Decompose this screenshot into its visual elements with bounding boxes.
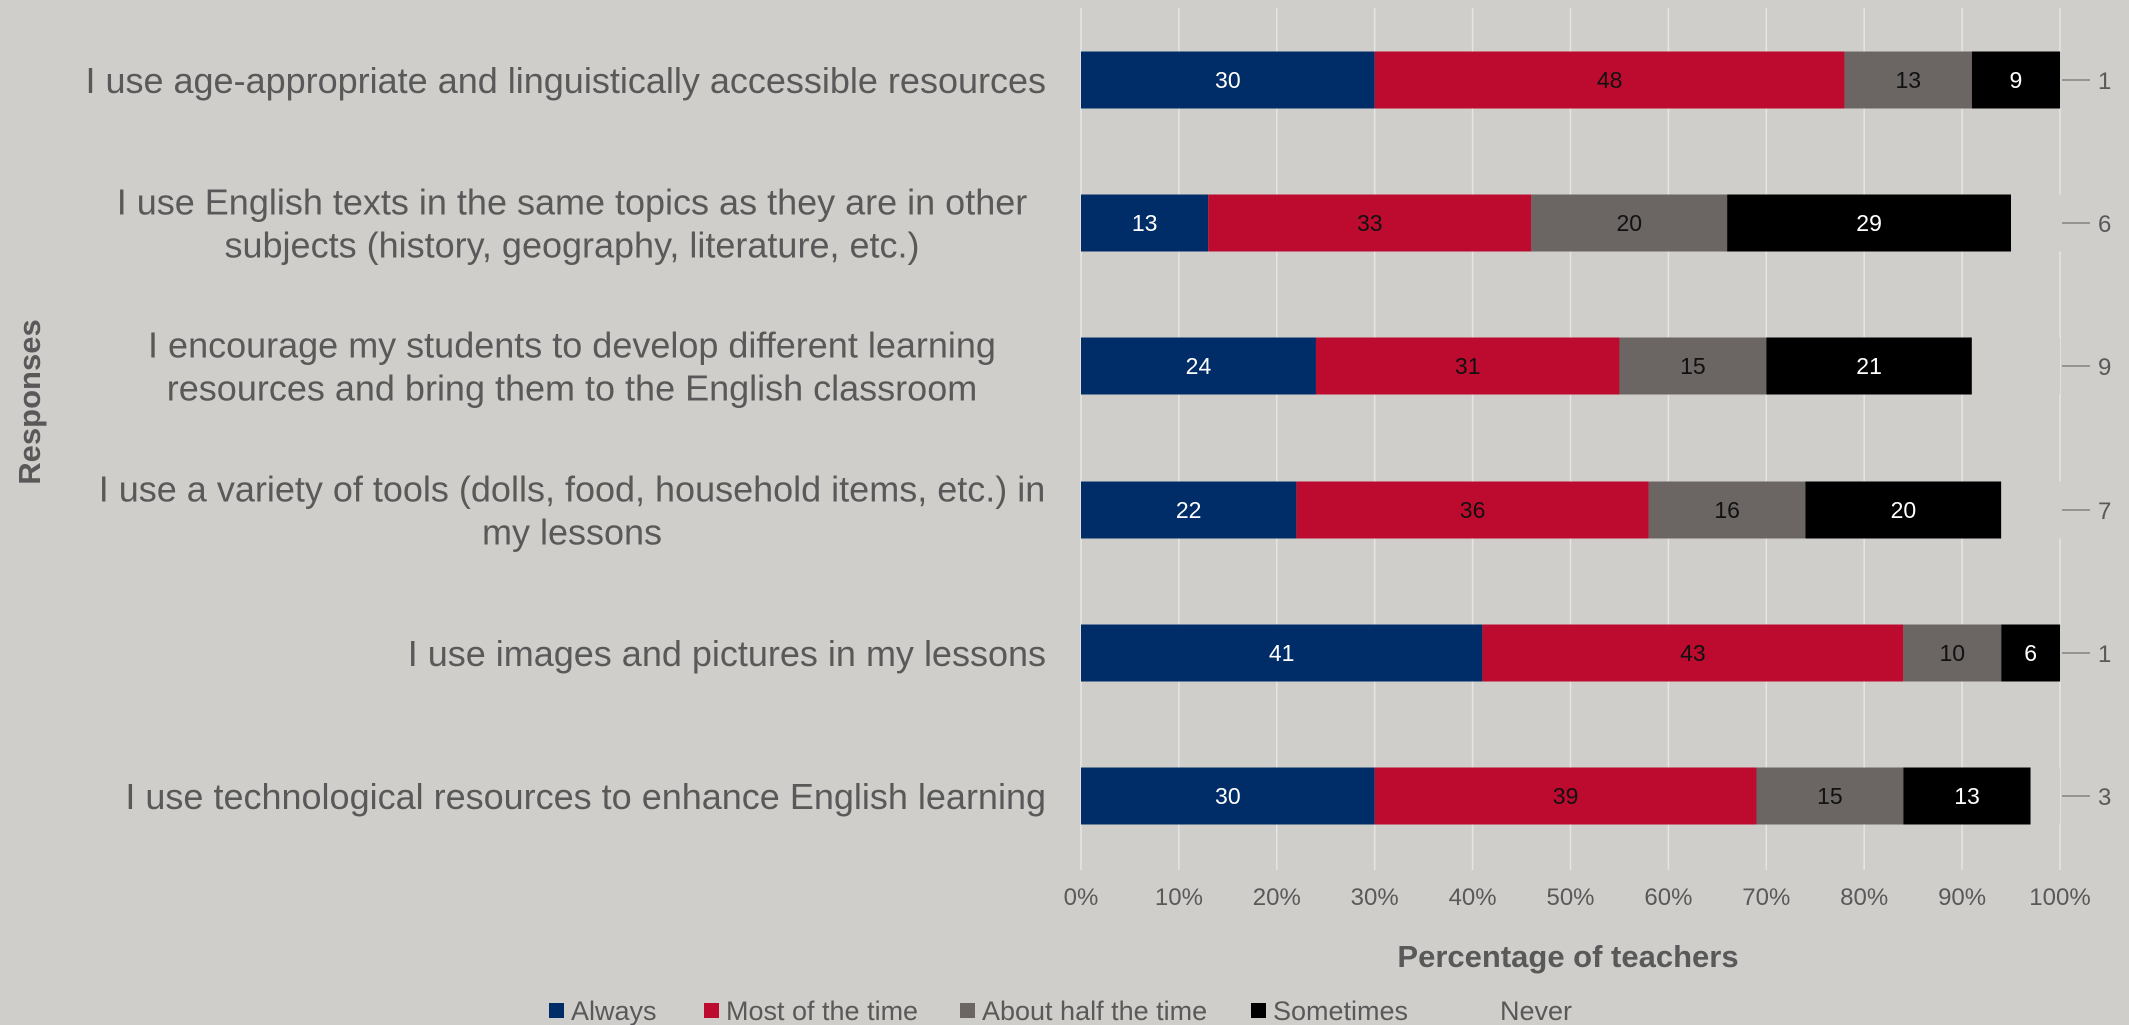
bar-segment bbox=[1971, 337, 2060, 395]
data-label: 41 bbox=[1269, 640, 1295, 666]
bar-segment bbox=[1081, 51, 1375, 109]
bar-segment bbox=[1374, 51, 1845, 109]
data-label: 15 bbox=[1817, 783, 1843, 809]
x-tick-label: 20% bbox=[1253, 884, 1301, 911]
data-label: 43 bbox=[1680, 640, 1706, 666]
bar-segment bbox=[1081, 624, 1483, 682]
bar-segment bbox=[1971, 51, 2060, 109]
data-label: 9 bbox=[2010, 67, 2023, 93]
y-axis-title: Responses bbox=[12, 319, 47, 484]
legend-label: Most of the time bbox=[726, 996, 918, 1025]
x-tick-label: 0% bbox=[1064, 884, 1099, 911]
data-label: 13 bbox=[1954, 783, 1980, 809]
category-label: I encourage my students to develop diffe… bbox=[148, 325, 996, 409]
bar-segment bbox=[1903, 624, 2002, 682]
data-label: 31 bbox=[1455, 353, 1481, 379]
category-label: I use English texts in the same topics a… bbox=[117, 182, 1027, 266]
x-tick-label: 50% bbox=[1546, 884, 1594, 911]
data-label: 29 bbox=[1856, 210, 1882, 236]
data-label: 6 bbox=[2098, 211, 2111, 238]
bar-segment bbox=[1648, 481, 1806, 539]
bar-segment bbox=[1756, 767, 1904, 825]
legend-swatch bbox=[1478, 1003, 1493, 1018]
bar-segment bbox=[1531, 194, 1728, 252]
category-label: I use age-appropriate and linguistically… bbox=[85, 60, 1046, 101]
bar-segment bbox=[1766, 337, 1972, 395]
legend-swatch bbox=[704, 1003, 719, 1018]
legend-label: Never bbox=[1500, 996, 1572, 1025]
bar-segment bbox=[1081, 337, 1316, 395]
legend-label: Always bbox=[571, 996, 657, 1025]
data-label: 20 bbox=[1891, 497, 1917, 523]
data-label: 9 bbox=[2098, 354, 2111, 381]
data-label: 13 bbox=[1895, 67, 1921, 93]
legend-label: About half the time bbox=[982, 996, 1207, 1025]
data-label: 3 bbox=[2098, 784, 2111, 811]
bar-segment bbox=[2001, 481, 2070, 539]
x-tick-label: 10% bbox=[1155, 884, 1203, 911]
bar-segment bbox=[1081, 767, 1375, 825]
x-tick-label: 30% bbox=[1351, 884, 1399, 911]
bar-segment bbox=[1482, 624, 1904, 682]
data-label: 24 bbox=[1186, 353, 1212, 379]
data-label: 1 bbox=[2098, 68, 2111, 95]
data-label: 16 bbox=[1714, 497, 1740, 523]
bar-segment bbox=[1208, 194, 1532, 252]
bar-segment bbox=[1296, 481, 1649, 539]
category-label: I use a variety of tools (dolls, food, h… bbox=[99, 469, 1045, 553]
x-tick-label: 100% bbox=[2029, 884, 2090, 911]
bar-segment bbox=[1081, 481, 1297, 539]
bar-segment bbox=[1844, 51, 1972, 109]
data-label: 48 bbox=[1597, 67, 1623, 93]
x-tick-label: 70% bbox=[1742, 884, 1790, 911]
x-tick-label: 40% bbox=[1449, 884, 1497, 911]
data-label: 30 bbox=[1215, 67, 1241, 93]
legend-swatch bbox=[549, 1003, 564, 1018]
data-label: 7 bbox=[2098, 498, 2111, 525]
data-label: 22 bbox=[1176, 497, 1202, 523]
data-label: 21 bbox=[1856, 353, 1882, 379]
data-label: 20 bbox=[1616, 210, 1642, 236]
data-label: 15 bbox=[1680, 353, 1706, 379]
data-label: 1 bbox=[2098, 641, 2111, 668]
x-tick-label: 90% bbox=[1938, 884, 1986, 911]
bar-segment bbox=[1619, 337, 1767, 395]
data-label: 10 bbox=[1940, 640, 1966, 666]
bar-segment bbox=[1727, 194, 2012, 252]
category-label: I use images and pictures in my lessons bbox=[408, 633, 1046, 674]
data-label: 6 bbox=[2024, 640, 2037, 666]
data-label: 33 bbox=[1357, 210, 1383, 236]
legend-swatch bbox=[1251, 1003, 1266, 1018]
legend-swatch bbox=[960, 1003, 975, 1018]
data-label: 13 bbox=[1132, 210, 1158, 236]
bar-segment bbox=[2030, 767, 2060, 825]
data-label: 30 bbox=[1215, 783, 1241, 809]
bar-segment bbox=[1903, 767, 2031, 825]
legend-label: Sometimes bbox=[1273, 996, 1408, 1025]
x-tick-label: 60% bbox=[1644, 884, 1692, 911]
x-axis-title: Percentage of teachers bbox=[1397, 939, 1738, 974]
data-label: 36 bbox=[1460, 497, 1486, 523]
bar-segment bbox=[1805, 481, 2002, 539]
category-label: I use technological resources to enhance… bbox=[125, 776, 1046, 817]
bar-segment bbox=[1374, 767, 1757, 825]
bar-segment bbox=[1081, 194, 1209, 252]
data-label: 39 bbox=[1553, 783, 1579, 809]
x-tick-label: 80% bbox=[1840, 884, 1888, 911]
bar-segment bbox=[2001, 624, 2060, 682]
bar-segment bbox=[1315, 337, 1620, 395]
bar-segment bbox=[2011, 194, 2070, 252]
